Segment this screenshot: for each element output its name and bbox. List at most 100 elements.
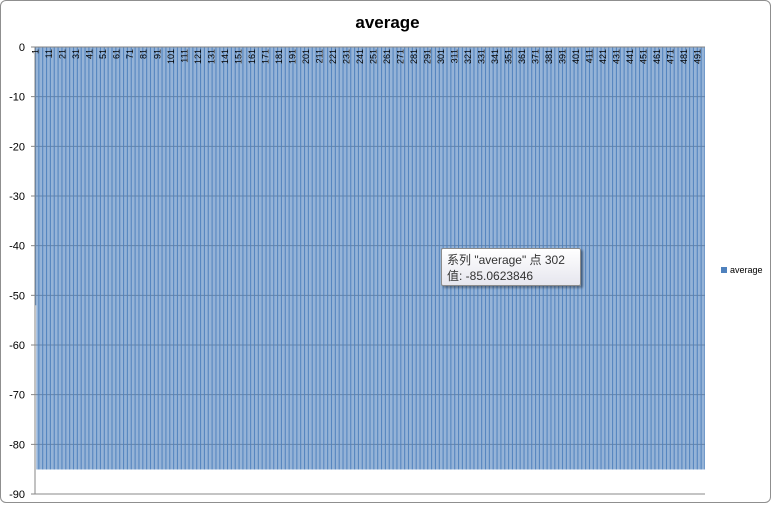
bar xyxy=(663,47,665,470)
bar xyxy=(602,47,604,470)
bar xyxy=(141,47,143,470)
bar xyxy=(70,47,72,470)
bar xyxy=(583,47,585,470)
x-tick-label: 341 xyxy=(490,49,500,64)
bar xyxy=(308,47,310,470)
bar xyxy=(582,47,584,470)
bar xyxy=(358,47,359,470)
bar xyxy=(46,47,47,470)
bar xyxy=(252,47,254,470)
x-tick-label: 201 xyxy=(301,49,311,64)
bar xyxy=(236,47,238,470)
bar xyxy=(414,47,416,470)
bar xyxy=(56,47,58,470)
bar xyxy=(378,47,380,470)
bar xyxy=(387,47,389,470)
bar xyxy=(305,47,307,470)
bar xyxy=(224,47,226,470)
bar xyxy=(636,47,638,470)
bar xyxy=(368,47,370,470)
bar xyxy=(185,47,187,470)
x-tick-label: 321 xyxy=(463,49,473,64)
bar xyxy=(213,47,215,470)
x-tick-label: 11 xyxy=(44,49,54,58)
bar xyxy=(344,47,346,470)
bar xyxy=(624,47,626,470)
bar xyxy=(181,47,183,470)
y-tick-label: -60 xyxy=(9,340,25,352)
bar xyxy=(641,47,643,470)
bar xyxy=(632,47,634,470)
bar xyxy=(622,47,624,470)
bar xyxy=(36,47,38,470)
bar xyxy=(187,47,189,470)
x-tick-label: 171 xyxy=(260,49,270,64)
bar xyxy=(104,47,106,470)
bar xyxy=(418,47,420,470)
bar xyxy=(106,47,108,470)
bar xyxy=(345,47,347,470)
bar xyxy=(90,47,92,470)
bar xyxy=(310,47,312,470)
x-tick-label: 431 xyxy=(612,49,622,64)
bar xyxy=(275,47,277,470)
x-tick-label: 51 xyxy=(98,49,108,59)
x-tick-label: 191 xyxy=(287,49,297,64)
bar xyxy=(97,47,99,470)
bar xyxy=(113,47,115,470)
x-tick-label: 251 xyxy=(368,49,378,64)
bar xyxy=(289,47,291,470)
bar xyxy=(262,47,264,470)
x-tick-label: 291 xyxy=(422,49,432,64)
bar xyxy=(371,47,373,470)
bar xyxy=(394,47,396,470)
bar xyxy=(601,47,603,470)
bar xyxy=(645,47,647,470)
bar xyxy=(656,47,658,470)
bar xyxy=(251,47,253,470)
bar xyxy=(584,47,586,470)
x-tick-label: 471 xyxy=(666,49,676,64)
bar xyxy=(422,47,424,470)
x-tick-label: 441 xyxy=(625,49,635,64)
bar xyxy=(197,47,199,470)
bar xyxy=(590,47,592,470)
x-tick-label: 391 xyxy=(557,49,567,64)
bar xyxy=(270,47,272,470)
x-tick-label: 91 xyxy=(152,49,162,59)
x-tick-label: 481 xyxy=(679,49,689,64)
bar xyxy=(274,47,276,470)
bar xyxy=(62,47,64,470)
bar xyxy=(678,47,680,470)
bar xyxy=(285,47,287,470)
bar xyxy=(366,47,368,470)
bar xyxy=(399,47,401,470)
bar xyxy=(198,47,200,470)
bar xyxy=(648,47,650,470)
bar xyxy=(191,47,193,470)
bar xyxy=(216,47,218,470)
bar xyxy=(227,47,228,470)
bar xyxy=(171,47,173,470)
bar xyxy=(294,47,296,470)
bar xyxy=(100,47,101,470)
bar xyxy=(318,47,320,470)
bar xyxy=(639,47,640,470)
bar xyxy=(267,47,269,470)
x-tick-label: 221 xyxy=(328,49,338,64)
bar xyxy=(637,47,639,470)
bar xyxy=(228,47,230,470)
bar xyxy=(144,47,146,470)
bar xyxy=(413,47,415,470)
y-tick-label: -20 xyxy=(9,141,25,153)
x-tick-label: 1 xyxy=(31,49,41,54)
bar xyxy=(671,47,673,470)
bar xyxy=(91,47,93,470)
bar xyxy=(47,47,49,470)
bar xyxy=(117,47,119,470)
bar xyxy=(194,47,196,470)
bar xyxy=(290,47,292,470)
bar xyxy=(679,47,681,470)
bar xyxy=(372,47,374,470)
x-tick-label: 211 xyxy=(314,49,324,63)
